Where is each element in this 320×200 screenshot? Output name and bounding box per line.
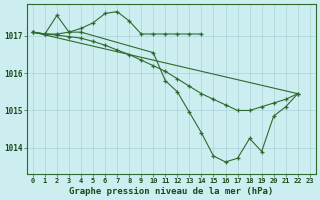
X-axis label: Graphe pression niveau de la mer (hPa): Graphe pression niveau de la mer (hPa) [69,187,274,196]
